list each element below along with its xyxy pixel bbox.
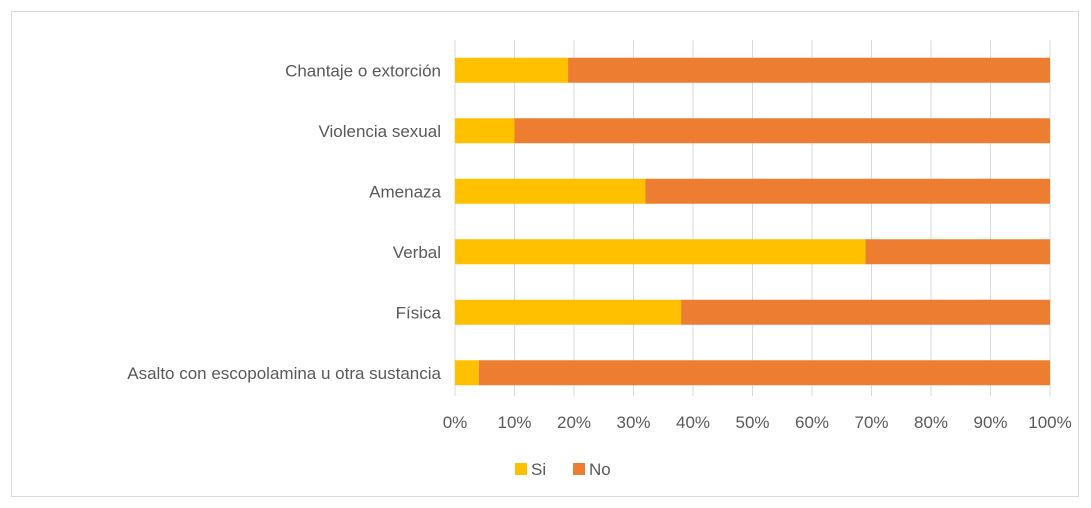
- bar-si: [455, 360, 479, 385]
- x-tick-label: 0%: [443, 413, 468, 432]
- bar-si: [455, 118, 515, 143]
- x-tick-label: 40%: [676, 413, 710, 432]
- x-tick-label: 30%: [616, 413, 650, 432]
- x-axis-ticks: 0% 10% 20% 30% 40% 50% 60% 70% 80% 90% 100%: [443, 413, 1072, 432]
- category-label: Física: [396, 303, 442, 322]
- x-tick-label: 60%: [795, 413, 829, 432]
- bar-si: [455, 179, 645, 204]
- legend-label: No: [589, 460, 611, 479]
- x-tick-label: 70%: [854, 413, 888, 432]
- bar-no: [645, 179, 1050, 204]
- bar-si: [455, 58, 568, 83]
- x-tick-label: 90%: [973, 413, 1007, 432]
- x-tick-label: 20%: [557, 413, 591, 432]
- category-label: Asalto con escopolamina u otra sustancia: [127, 364, 441, 383]
- category-label: Amenaza: [369, 182, 441, 201]
- category-label: Verbal: [393, 243, 441, 262]
- bar-si: [455, 300, 681, 325]
- legend-label: Si: [531, 460, 546, 479]
- legend: Si No: [515, 460, 611, 479]
- x-tick-label: 100%: [1028, 413, 1071, 432]
- bar-no: [681, 300, 1050, 325]
- legend-swatch: [573, 463, 585, 475]
- bar-no: [515, 118, 1051, 143]
- x-tick-label: 80%: [914, 413, 948, 432]
- bar-no: [479, 360, 1050, 385]
- category-label: Chantaje o extorción: [285, 61, 441, 80]
- gridlines: [455, 40, 1050, 396]
- legend-swatch: [515, 463, 527, 475]
- bar-no: [866, 239, 1050, 264]
- bar-no: [568, 58, 1050, 83]
- category-label: Violencia sexual: [318, 122, 441, 141]
- category-labels: Chantaje o extorción Violencia sexual Amen…: [127, 61, 441, 383]
- bar-si: [455, 239, 866, 264]
- x-tick-label: 50%: [735, 413, 769, 432]
- x-tick-label: 10%: [497, 413, 531, 432]
